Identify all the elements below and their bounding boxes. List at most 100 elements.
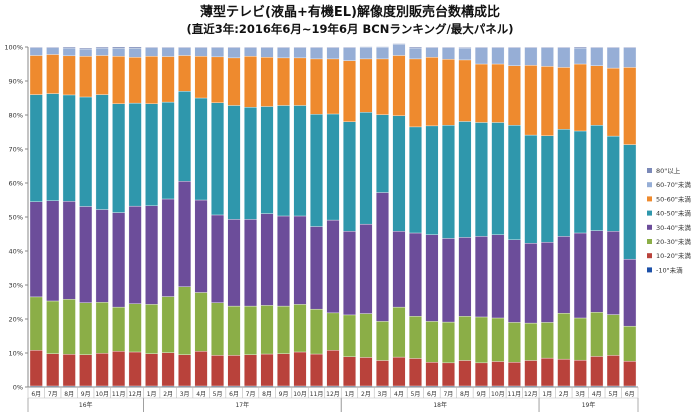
x-tick-label: 1月 [345, 391, 355, 398]
bar-segment-4 [458, 121, 472, 238]
x-tick-label: 7月 [443, 391, 453, 398]
bar-19 [343, 46, 356, 388]
bar-segment-2 [557, 313, 571, 360]
bar-10 [194, 46, 208, 388]
bar-segment-7 [606, 46, 620, 48]
bar-segment-6 [128, 48, 142, 58]
bar-segment-6 [161, 47, 175, 57]
bar-segment-4 [408, 126, 422, 234]
bar-segment-7 [573, 46, 587, 49]
bar-5 [112, 46, 126, 388]
bar-segment-3 [474, 236, 488, 318]
legend-label: 30-40"未満 [656, 223, 691, 232]
bar-segment-1 [557, 358, 571, 387]
bar-segment-7 [260, 46, 274, 48]
bar-segment-1 [524, 360, 538, 387]
bar-segment-1 [474, 362, 488, 387]
x-tick-label: 12月 [524, 391, 538, 398]
bar-segment-1 [145, 353, 159, 387]
bar-segment-7 [194, 46, 208, 48]
y-tick-label: 70% [9, 146, 23, 154]
bar-segment-6 [458, 47, 472, 61]
bar-segment-1 [376, 360, 389, 387]
bar-segment-6 [211, 47, 225, 58]
bar-segment-3 [95, 209, 109, 303]
bar-segment-3 [293, 215, 307, 305]
bar-segment-3 [408, 232, 422, 317]
bar-segment-4 [29, 94, 43, 202]
bar-13 [244, 46, 258, 388]
bar-segment-4 [425, 125, 439, 235]
bar-25 [441, 46, 455, 388]
bar-segment-7 [112, 46, 126, 49]
x-tick-label: 9月 [476, 391, 486, 398]
bar-segment-1 [507, 362, 521, 387]
bar-segment-7 [491, 46, 505, 48]
x-tick-label: 9月 [279, 391, 289, 398]
bar-segment-6 [29, 47, 43, 56]
bar-segment-5 [491, 63, 505, 123]
bar-segment-3 [326, 219, 340, 314]
bar-segment-5 [244, 56, 258, 108]
bar-6 [128, 46, 142, 388]
bar-segment-3 [540, 241, 554, 323]
bar-segment-4 [194, 97, 208, 201]
bar-segment-6 [95, 47, 109, 56]
bar-segment-2 [359, 313, 373, 358]
bar-segment-5 [310, 58, 323, 115]
bar-34 [590, 46, 604, 388]
x-tick-label: 3月 [575, 391, 585, 398]
bar-segment-1 [310, 353, 323, 387]
x-tick-label: 6月 [229, 391, 239, 398]
bar-22 [392, 43, 406, 388]
bar-segment-5 [29, 55, 43, 95]
x-tick-label: 3月 [378, 391, 388, 398]
bar-segment-1 [491, 361, 505, 387]
bar-segment-6 [540, 47, 554, 67]
bar-segment-1 [112, 351, 126, 387]
bar-segment-4 [326, 113, 340, 221]
bar-segment-1 [161, 352, 175, 387]
bar-segment-4 [211, 102, 225, 216]
bar-segment-3 [79, 206, 93, 303]
bar-segment-5 [161, 56, 175, 103]
bar-segment-7 [145, 46, 159, 48]
bar-segment-6 [260, 47, 274, 58]
bar-11 [211, 46, 225, 388]
x-tick-label: 11月 [508, 391, 522, 398]
bar-segment-5 [145, 56, 159, 104]
bar-segment-2 [46, 300, 60, 354]
bar-segment-4 [79, 96, 93, 207]
bar-segment-3 [491, 234, 505, 319]
bar-segment-7 [425, 46, 439, 48]
bar-segment-6 [310, 47, 323, 60]
legend-swatch [647, 253, 652, 259]
legend-label: 20-30"未満 [656, 237, 691, 246]
bar-segment-5 [62, 55, 76, 96]
bar-segment-6 [326, 47, 340, 60]
y-tick-label: 90% [9, 78, 23, 86]
x-tick-label: 11月 [310, 391, 324, 398]
x-tick-label: 2月 [559, 391, 569, 398]
bar-segment-5 [128, 57, 142, 104]
x-tick-label: 8月 [460, 391, 470, 398]
bar-segment-2 [62, 299, 76, 355]
bar-segment-5 [178, 55, 192, 92]
bar-segment-2 [474, 316, 488, 364]
bar-segment-5 [573, 63, 587, 132]
bar-segment-3 [62, 201, 76, 300]
bar-7 [145, 46, 159, 388]
bar-segment-3 [623, 258, 637, 327]
bar-segment-7 [211, 46, 225, 48]
bar-27 [474, 46, 488, 388]
bar-segment-4 [178, 91, 192, 182]
bar-segment-5 [112, 56, 126, 104]
bar-segment-5 [293, 57, 307, 106]
bar-segment-6 [359, 47, 373, 60]
bar-segment-7 [227, 46, 241, 48]
bar-segment-3 [441, 238, 455, 323]
bar-segment-3 [145, 205, 159, 305]
bar-segment-6 [491, 47, 505, 65]
x-axis: 6月 7月 8月 9月 10月 11月 12月 1月 2月 3月 4月 5月 6月 7月 8月 9月 10月 11… [27, 386, 639, 412]
x-tick-label: 12月 [128, 391, 142, 398]
